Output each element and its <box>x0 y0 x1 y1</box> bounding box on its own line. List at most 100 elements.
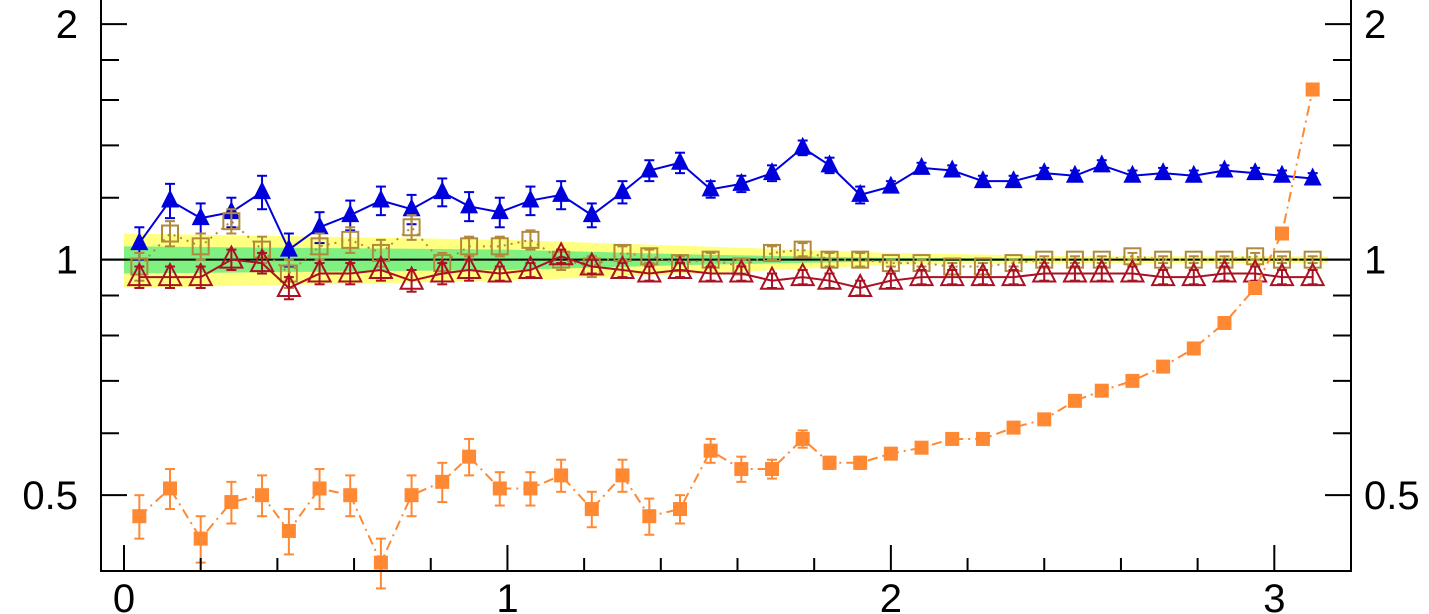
series-line <box>138 219 1313 275</box>
data-point <box>793 240 812 259</box>
data-point <box>1184 250 1203 269</box>
data-point <box>188 261 214 287</box>
data-point <box>306 258 333 283</box>
x-tick-label: 3 <box>1263 577 1285 614</box>
error-bar <box>797 242 808 258</box>
data-point <box>161 224 180 243</box>
data-point <box>1004 170 1023 189</box>
data-point <box>881 175 900 194</box>
y-tick-label-right: 0.5 <box>1364 474 1420 518</box>
y-tick-label-left: 1 <box>56 239 78 283</box>
data-point <box>1035 162 1054 181</box>
data-point <box>1006 420 1021 435</box>
data-point <box>883 446 898 461</box>
y-tick-label-left: 0.5 <box>22 474 78 518</box>
plot-frame <box>100 0 1352 572</box>
data-point <box>368 254 394 280</box>
data-point <box>908 261 935 287</box>
data-point <box>548 241 574 266</box>
data-point <box>224 495 239 510</box>
data-point <box>820 154 839 173</box>
x-tick-label: 1 <box>496 577 518 614</box>
data-point <box>523 481 538 496</box>
data-point <box>973 170 992 189</box>
data-point <box>793 136 812 155</box>
data-point <box>1123 164 1142 183</box>
data-point <box>521 189 540 208</box>
data-point <box>1123 247 1142 266</box>
data-point <box>609 254 636 280</box>
data-point <box>456 254 482 280</box>
data-point <box>1067 393 1082 408</box>
data-point <box>1303 167 1322 186</box>
data-point <box>554 468 569 483</box>
error-bar <box>855 251 866 268</box>
data-point <box>341 204 360 223</box>
data-point <box>279 238 298 257</box>
data-point <box>132 509 147 524</box>
data-point <box>1211 258 1238 283</box>
data-point <box>310 216 329 235</box>
data-point <box>1154 162 1173 181</box>
data-point <box>763 162 782 181</box>
data-point <box>191 207 210 226</box>
data-point <box>851 183 870 202</box>
error-bar <box>226 248 237 272</box>
data-point <box>1303 250 1322 269</box>
error-bar <box>494 235 505 258</box>
data-point <box>975 431 990 446</box>
data-point <box>1150 261 1176 287</box>
data-point <box>1269 261 1295 287</box>
data-point <box>253 181 272 200</box>
data-point <box>613 181 632 200</box>
series-line <box>138 146 1313 252</box>
data-point <box>615 468 630 483</box>
data-point <box>795 431 810 446</box>
data-point <box>193 531 208 546</box>
data-point <box>402 198 421 217</box>
data-point <box>1248 280 1263 295</box>
data-point <box>1181 261 1207 287</box>
axes-layer: 0 1 2 3 0.5 0.5 1 1 2 2 <box>22 3 1419 614</box>
data-point <box>765 462 780 477</box>
data-point <box>1246 247 1265 266</box>
data-point <box>276 272 302 297</box>
data-point <box>435 474 450 489</box>
data-point <box>1119 258 1146 283</box>
data-point <box>672 502 687 517</box>
data-point <box>487 258 513 283</box>
data-point <box>914 440 929 455</box>
data-point <box>579 251 605 276</box>
data-point <box>759 265 785 290</box>
data-point <box>881 254 900 273</box>
data-point <box>640 247 659 266</box>
data-point <box>851 250 870 269</box>
data-point <box>636 258 662 283</box>
x-tick-label: 2 <box>880 577 902 614</box>
data-point <box>1092 154 1111 173</box>
data-point <box>341 230 360 249</box>
data-point <box>790 261 816 287</box>
data-point <box>552 183 571 202</box>
y-tick-label-right: 1 <box>1364 239 1386 283</box>
data-point <box>1037 412 1052 427</box>
data-point <box>1272 250 1291 269</box>
y-tick-label-left: 2 <box>56 3 78 47</box>
data-point <box>490 201 509 220</box>
data-point <box>640 159 659 178</box>
data-point <box>490 237 509 256</box>
data-point <box>943 159 962 178</box>
series-layer <box>126 82 1326 590</box>
data-point <box>310 237 329 256</box>
data-point <box>1154 250 1173 269</box>
data-point <box>191 237 210 256</box>
data-point <box>1094 383 1109 398</box>
data-point <box>255 488 270 503</box>
data-point <box>667 254 693 280</box>
data-point <box>1215 159 1234 178</box>
series-3 <box>132 82 1320 590</box>
data-point <box>404 488 419 503</box>
data-point <box>853 455 868 470</box>
data-point <box>402 218 421 237</box>
